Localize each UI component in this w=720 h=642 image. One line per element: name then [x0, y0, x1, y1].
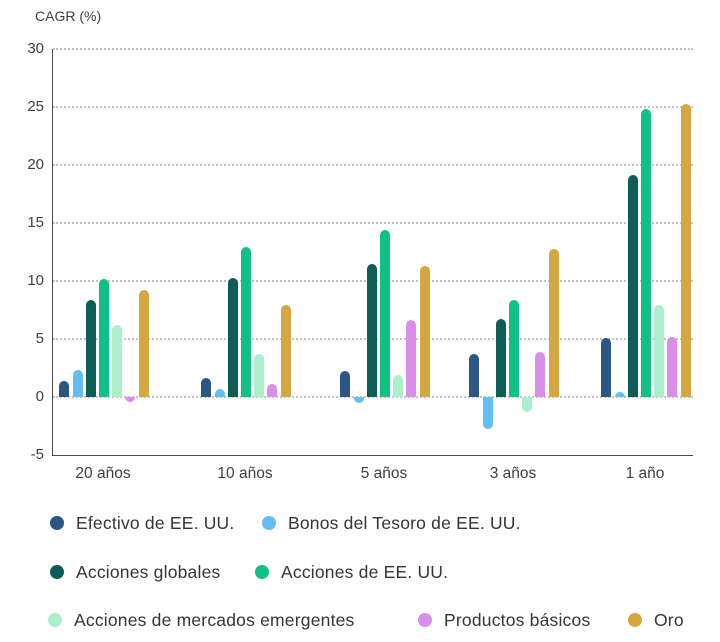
bar-bonos-del-tesoro-de-ee-uu--5-años — [353, 397, 364, 403]
plot-area — [52, 48, 693, 456]
y-tick-label-0: 0 — [35, 388, 44, 405]
legend-dot-icon — [628, 613, 642, 627]
legend-item-oro: Oro — [628, 609, 684, 631]
bar-acciones-de-mercados-emergentes-20-años — [112, 325, 123, 397]
bar-acciones-de-mercados-emergentes-5-años — [393, 374, 404, 397]
bar-efectivo-de-ee-uu--1-año — [601, 337, 612, 397]
gridline-y25 — [53, 106, 693, 108]
bar-bonos-del-tesoro-de-ee-uu--1-año — [614, 392, 625, 397]
gridline-y15 — [53, 222, 693, 224]
legend-item-acciones-de-ee-uu-: Acciones de EE. UU. — [255, 561, 448, 583]
x-tick-label-20-años: 20 años — [75, 465, 131, 482]
bar-acciones-globales-3-años — [495, 319, 506, 397]
bar-productos-b-sicos-5-años — [406, 320, 417, 397]
y-tick-label-20: 20 — [27, 156, 44, 173]
legend-dot-icon — [50, 565, 64, 579]
x-tick-label-10-años: 10 años — [217, 465, 273, 482]
gridline-y30 — [53, 48, 693, 50]
bar-efectivo-de-ee-uu--3-años — [469, 354, 480, 397]
bar-productos-b-sicos-20-años — [125, 397, 136, 402]
bar-acciones-de-mercados-emergentes-3-años — [522, 397, 533, 413]
bar-oro-5-años — [419, 265, 430, 397]
y-tick-label-30: 30 — [27, 40, 44, 57]
bar-productos-b-sicos-3-años — [535, 351, 546, 397]
bar-acciones-de-mercados-emergentes-1-año — [654, 305, 665, 397]
legend-label: Efectivo de EE. UU. — [76, 512, 235, 533]
y-tick-label-25: 25 — [27, 98, 44, 115]
bar-acciones-globales-10-años — [227, 277, 238, 397]
legend-label: Acciones de mercados emergentes — [74, 609, 355, 630]
bar-productos-b-sicos-1-año — [667, 336, 678, 397]
legend-dot-icon — [255, 565, 269, 579]
bar-acciones-de-ee-uu--3-años — [509, 299, 519, 397]
bar-bonos-del-tesoro-de-ee-uu--20-años — [72, 370, 83, 397]
y-tick-label-5: 5 — [35, 330, 44, 347]
bar-efectivo-de-ee-uu--20-años — [59, 380, 70, 397]
bar-oro-20-años — [138, 290, 149, 397]
gridline-y20 — [53, 164, 693, 166]
bar-acciones-de-ee-uu--5-años — [380, 229, 390, 397]
legend-label: Bonos del Tesoro de EE. UU. — [288, 512, 521, 533]
legend-item-acciones-de-mercados-emergentes: Acciones de mercados emergentes — [48, 609, 355, 631]
legend-label: Productos básicos — [444, 609, 591, 630]
bar-acciones-de-ee-uu--1-año — [641, 109, 651, 397]
bar-oro-10-años — [280, 305, 291, 397]
x-tick-label-1-año: 1 año — [625, 465, 665, 482]
bar-oro-1-año — [680, 103, 691, 397]
bar-efectivo-de-ee-uu--10-años — [201, 378, 212, 397]
legend-item-bonos-del-tesoro-de-ee-uu-: Bonos del Tesoro de EE. UU. — [262, 512, 521, 534]
bar-acciones-de-ee-uu--10-años — [241, 247, 251, 397]
y-tick-label--5: -5 — [30, 446, 44, 463]
bar-acciones-globales-5-años — [366, 263, 377, 397]
bar-productos-b-sicos-10-años — [267, 384, 278, 397]
gridline-y0 — [53, 396, 693, 398]
legend-dot-icon — [418, 613, 432, 627]
bar-bonos-del-tesoro-de-ee-uu--10-años — [214, 388, 225, 397]
legend-label: Oro — [654, 609, 684, 630]
bar-oro-3-años — [548, 248, 559, 397]
x-tick-label-5-años: 5 años — [360, 465, 408, 482]
legend-label: Acciones de EE. UU. — [281, 561, 449, 582]
bar-bonos-del-tesoro-de-ee-uu--3-años — [482, 397, 493, 430]
bar-efectivo-de-ee-uu--5-años — [340, 371, 351, 397]
legend-item-efectivo-de-ee-uu-: Efectivo de EE. UU. — [50, 512, 234, 534]
legend-item-productos-b-sicos: Productos básicos — [418, 609, 590, 631]
legend-dot-icon — [50, 516, 64, 530]
y-tick-label-15: 15 — [27, 214, 44, 231]
bar-acciones-globales-20-años — [85, 299, 96, 397]
chart-title: CAGR (%) — [35, 8, 102, 24]
legend-dot-icon — [48, 613, 62, 627]
legend-label: Acciones globales — [76, 561, 221, 582]
legend-dot-icon — [262, 516, 276, 530]
y-tick-label-10: 10 — [27, 272, 44, 289]
bar-acciones-globales-1-año — [627, 175, 638, 397]
bar-acciones-de-mercados-emergentes-10-años — [254, 354, 265, 397]
x-tick-label-3-años: 3 años — [489, 465, 537, 482]
bar-acciones-de-ee-uu--20-años — [99, 278, 109, 397]
legend-item-acciones-globales: Acciones globales — [50, 561, 220, 583]
